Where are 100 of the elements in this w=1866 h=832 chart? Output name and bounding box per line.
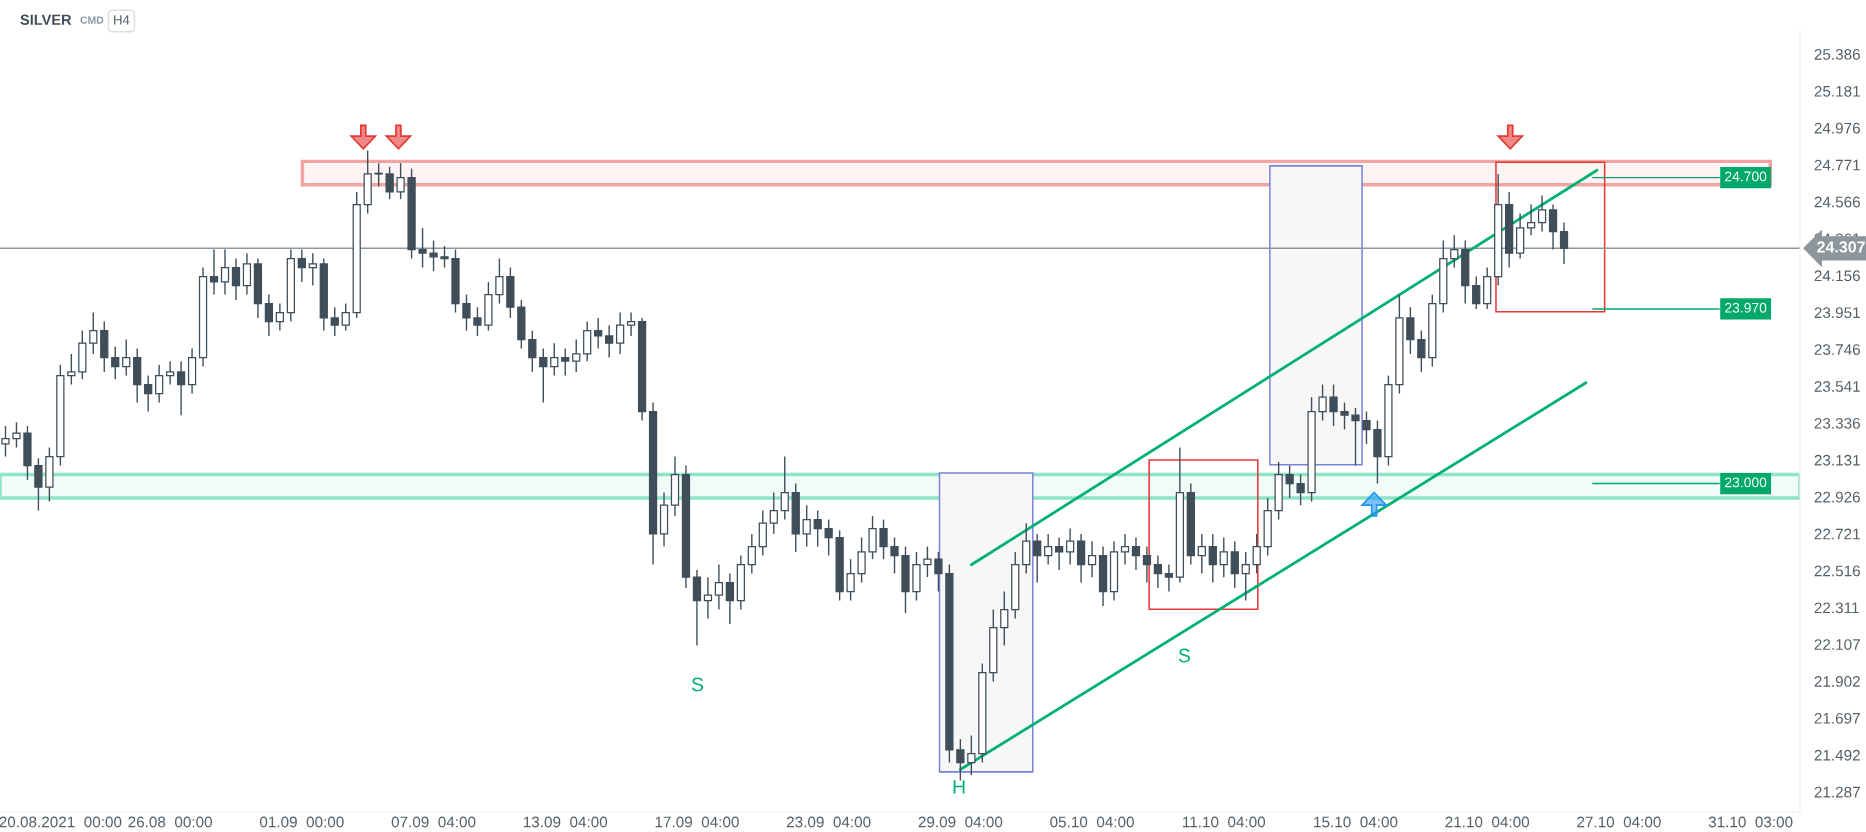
- candlestick: [1537, 194, 1547, 233]
- candlestick: [1406, 306, 1415, 355]
- candlestick: [1340, 401, 1349, 431]
- candlestick: [1329, 383, 1338, 427]
- candlestick: [1230, 540, 1239, 589]
- candlestick: [594, 317, 603, 350]
- candlestick: [396, 162, 405, 200]
- candlestick: [330, 306, 339, 337]
- candlestick: [890, 536, 899, 575]
- candlestick: [1559, 221, 1569, 265]
- candlestick: [1164, 563, 1174, 593]
- candlestick: [703, 576, 713, 620]
- candlestick: [1252, 533, 1261, 575]
- y-tick-label: 23.336: [1814, 417, 1860, 429]
- x-tick-label: 07.09 04:00: [391, 816, 476, 828]
- x-tick-label: 01.09 00:00: [259, 816, 344, 828]
- candlestick: [67, 353, 76, 386]
- y-tick-label: 22.107: [1814, 639, 1860, 650]
- candlestick: [1142, 545, 1152, 584]
- ref-line-label: 23.970: [1725, 302, 1767, 313]
- candlestick: [209, 248, 219, 296]
- candlestick: [429, 239, 438, 272]
- candlestick: [747, 533, 756, 575]
- candlestick: [462, 293, 471, 332]
- text: H4: [114, 15, 130, 25]
- candlestick: [868, 515, 877, 560]
- candlestick: [1362, 410, 1371, 445]
- candlestick: [1153, 554, 1163, 589]
- candlestick: [1044, 533, 1053, 566]
- candlestick: [1076, 533, 1086, 584]
- candlestick: [264, 293, 274, 337]
- y-tick-label: 21.287: [1814, 786, 1860, 798]
- x-tick-label: 15.10 04:00: [1314, 816, 1398, 828]
- candlestick: [176, 360, 186, 416]
- y-tick-label: 25.181: [1814, 85, 1860, 97]
- y-tick-label: 23.951: [1814, 307, 1860, 319]
- candlestick: [758, 509, 767, 557]
- candlestick: [122, 338, 131, 377]
- candlestick: [12, 421, 21, 449]
- candlestick: [495, 257, 504, 305]
- candlestick: [923, 545, 932, 578]
- x-tick-label: 29.09 04:00: [918, 816, 1003, 828]
- candlestick: [1318, 383, 1327, 422]
- y-tick-label: 24.566: [1814, 196, 1860, 208]
- x-tick-label: 26.08 00:00: [128, 816, 212, 828]
- candlestick: [813, 509, 822, 548]
- candlestick: [1548, 203, 1558, 251]
- ref-line-label: 24.307: [1817, 241, 1865, 253]
- x-tick-label: 27.10 04:00: [1577, 816, 1661, 828]
- candlestick: [341, 302, 350, 332]
- candlestick: [879, 518, 888, 560]
- y-tick-label: 25.386: [1814, 48, 1860, 60]
- y-tick-label: 21.492: [1814, 749, 1860, 761]
- candlestick: [1526, 203, 1536, 236]
- candlestick: [440, 245, 449, 269]
- candlestick: [692, 569, 702, 647]
- candlestick: [155, 364, 164, 404]
- candlestick: [1219, 536, 1228, 578]
- candlestick: [165, 360, 175, 386]
- candlestick: [725, 572, 735, 625]
- candlestick: [1450, 234, 1459, 269]
- x-tick-label: 20.08.2021 00:00: [0, 816, 122, 828]
- y-tick-label: 22.311: [1814, 602, 1859, 614]
- candlestick: [583, 320, 592, 362]
- candlestick: [714, 563, 724, 611]
- candlestick: [846, 558, 855, 602]
- candlestick: [374, 162, 383, 188]
- candlestick: [1022, 522, 1031, 575]
- candlestick: [1131, 536, 1141, 571]
- candlestick: [769, 491, 778, 535]
- y-tick-label: 21.697: [1814, 712, 1860, 724]
- candlestick: [385, 166, 394, 200]
- chart-subtitle: CMD: [80, 16, 104, 24]
- y-tick-label: 21.902: [1814, 676, 1860, 687]
- candlestick: [275, 302, 285, 332]
- candlestick: [231, 257, 241, 301]
- candlestick: [550, 342, 559, 377]
- y-tick-label: 22.516: [1814, 565, 1860, 577]
- candlestick: [242, 252, 252, 296]
- x-tick-label: 05.10 04:00: [1050, 816, 1134, 828]
- candlestick: [780, 455, 789, 521]
- candlestick: [1472, 275, 1481, 310]
- candlestick: [824, 518, 833, 557]
- candlestick: [220, 248, 230, 296]
- x-tick-label: 21.10 04:00: [1445, 816, 1530, 828]
- candlestick: [308, 252, 317, 287]
- candlestick: [1241, 551, 1250, 602]
- y-tick-label: 24.771: [1814, 159, 1860, 171]
- ref-line-label: 23.000: [1725, 477, 1767, 488]
- candlestick: [956, 738, 965, 782]
- candlestick: [626, 311, 636, 337]
- ref-line-label: 24.700: [1725, 171, 1767, 182]
- chart-title: SILVER: [20, 14, 72, 25]
- annotation: H: [953, 780, 965, 794]
- candlestick: [572, 338, 581, 373]
- candlestick: [857, 536, 866, 584]
- y-tick-label: 23.131: [1814, 454, 1860, 466]
- candlestick: [802, 504, 811, 548]
- annotation: S: [1178, 648, 1190, 663]
- candlestick: [1197, 533, 1206, 575]
